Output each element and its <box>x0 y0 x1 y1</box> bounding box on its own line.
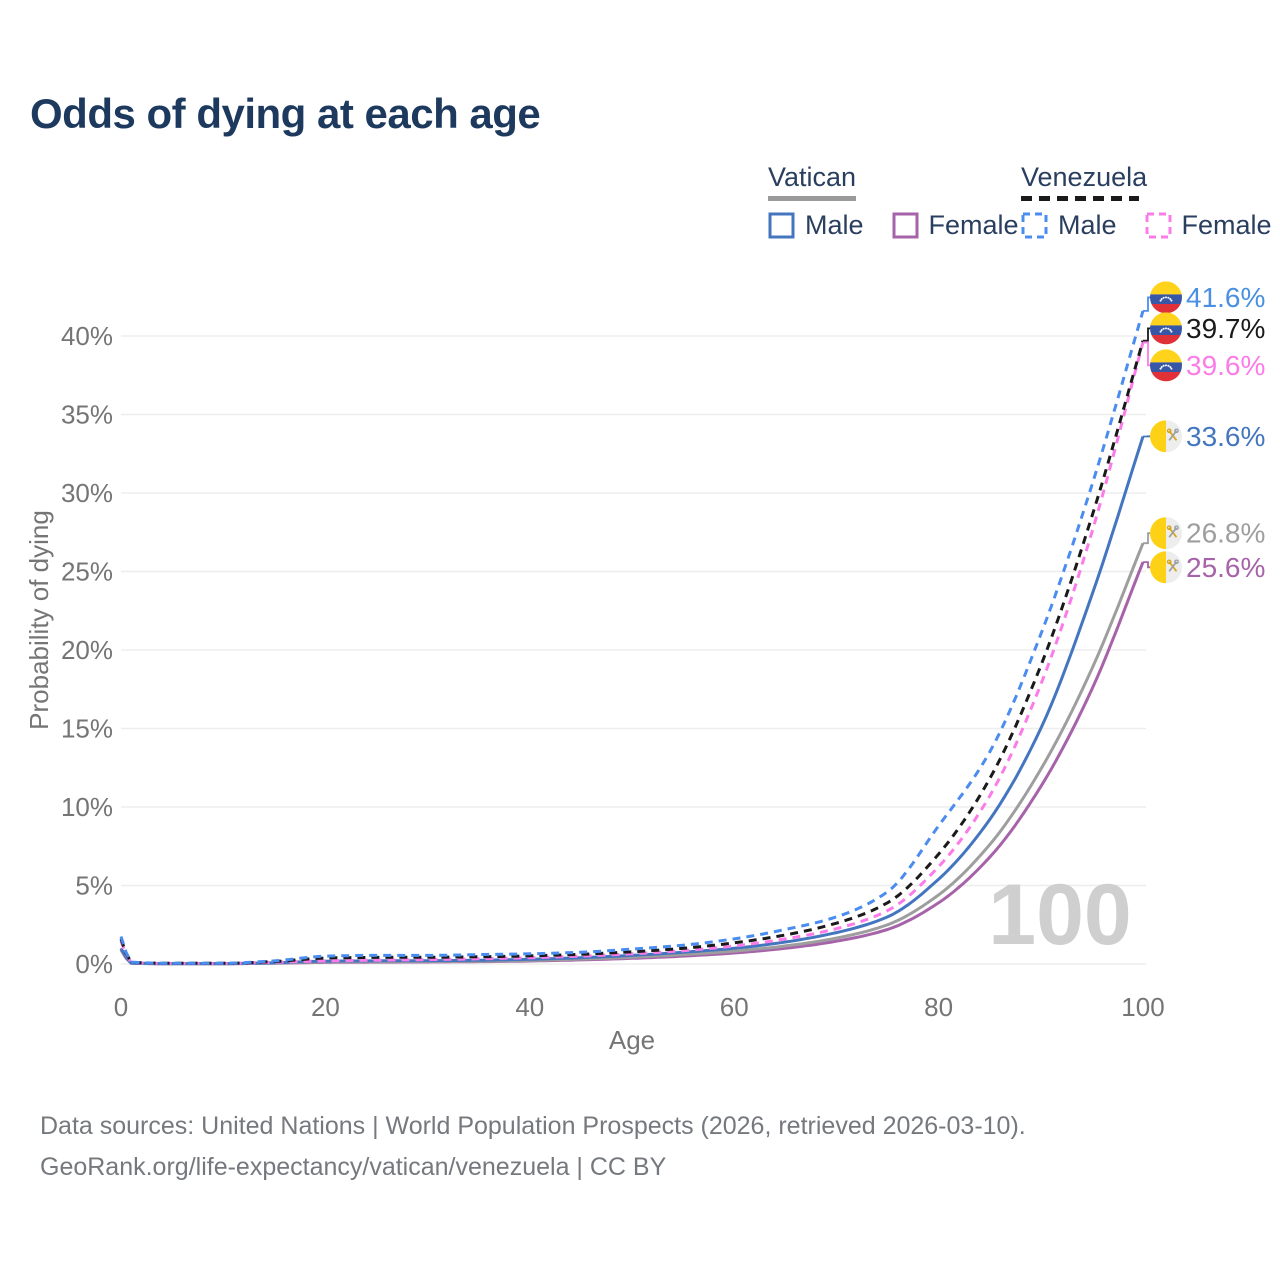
legend-linestyle-dashed-sample <box>1021 196 1139 201</box>
x-tick-label: 20 <box>311 992 340 1022</box>
vatican-flag-icon <box>1150 551 1182 584</box>
end-value-label: 33.6% <box>1186 421 1265 452</box>
y-tick-label: 25% <box>61 557 113 587</box>
x-axis-title: Age <box>609 1025 655 1055</box>
end-value-label: 39.7% <box>1186 313 1265 344</box>
y-tick-label: 15% <box>61 714 113 744</box>
end-value-label: 26.8% <box>1186 518 1265 549</box>
legend-item-vatican-female[interactable]: Female <box>928 210 1019 240</box>
legend-item-venezuela-female[interactable]: Female <box>1181 210 1272 240</box>
y-tick-label: 40% <box>61 321 113 351</box>
y-tick-label: 10% <box>61 792 113 822</box>
vatican-flag-icon <box>1150 517 1182 550</box>
legend-country-vatican[interactable]: Vatican <box>768 162 857 192</box>
data-source-note: Data sources: United Nations | World Pop… <box>40 1106 1026 1188</box>
venezuela-flag-icon <box>1150 349 1182 382</box>
y-axis-title: Probability of dying <box>24 510 54 730</box>
watermark: 100 <box>988 867 1132 963</box>
watermark-age: 100 <box>988 867 1132 963</box>
source-line-2[interactable]: GeoRank.org/life-expectancy/vatican/vene… <box>40 1153 667 1181</box>
series-line-venezuela-male <box>119 310 1145 965</box>
end-value-label: 41.6% <box>1186 282 1265 313</box>
axis-titles: Age Probability of dying <box>24 510 655 1055</box>
y-axis-tick-labels: 0% 5% 10% 15% 20% 25% 30% 35% 40% <box>61 321 113 979</box>
legend-swatch-vatican-female[interactable] <box>892 212 919 239</box>
source-line-1: Data sources: United Nations | World Pop… <box>40 1112 1026 1140</box>
x-tick-label: 40 <box>515 992 544 1022</box>
end-value-label: 25.6% <box>1186 552 1265 583</box>
x-tick-label: 100 <box>1121 992 1164 1022</box>
vatican-flag-icon <box>1150 420 1182 453</box>
y-tick-label: 0% <box>75 949 113 979</box>
series-lines <box>119 310 1145 966</box>
end-value-label: 39.6% <box>1186 350 1265 381</box>
legend-swatch-vatican-male[interactable] <box>768 212 795 239</box>
legend-group-venezuela: Venezuela Male Female <box>1021 162 1280 241</box>
legend-item-vatican-male[interactable]: Male <box>805 210 864 240</box>
legend-country-venezuela[interactable]: Venezuela <box>1021 162 1148 192</box>
venezuela-flag-icon <box>1150 281 1182 314</box>
legend-item-venezuela-male[interactable]: Male <box>1058 210 1117 240</box>
y-tick-label: 30% <box>61 478 113 508</box>
venezuela-flag-icon <box>1150 312 1182 345</box>
y-tick-label: 35% <box>61 400 113 430</box>
series-end-labels: 41.6%39.7% 39.6% 33.6% 26.8%25.6% <box>1143 281 1265 584</box>
legend-group-vatican: Vatican Male Female <box>768 162 1037 241</box>
x-tick-label: 80 <box>924 992 953 1022</box>
x-tick-label: 60 <box>720 992 749 1022</box>
legend-linestyle-solid-sample <box>768 196 856 201</box>
page-title: Odds of dying at each age <box>30 90 541 137</box>
x-axis-tick-labels: 0 20 40 60 80 100 <box>114 992 1165 1022</box>
x-tick-label: 0 <box>114 992 128 1022</box>
y-tick-label: 20% <box>61 635 113 665</box>
y-tick-label: 5% <box>75 871 113 901</box>
